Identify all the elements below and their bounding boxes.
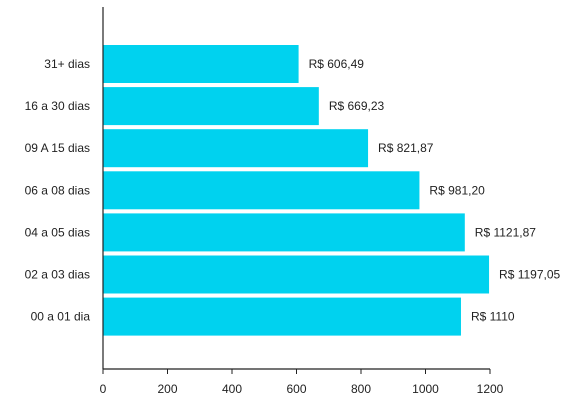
- value-label-0: R$ 606,49: [309, 57, 365, 71]
- bar-0: [103, 45, 299, 83]
- value-label-3: R$ 981,20: [429, 183, 485, 197]
- bar-5: [103, 255, 490, 294]
- x-tick-label-0: 0: [100, 382, 107, 396]
- value-label-6: R$ 1110: [471, 310, 515, 324]
- x-tick-label-2: 400: [222, 382, 242, 396]
- category-label-3: 06 a 08 dias: [25, 183, 90, 197]
- category-label-2: 09 A 15 dias: [25, 141, 90, 155]
- bar-4: [103, 213, 465, 252]
- x-tick-label-3: 600: [286, 382, 306, 396]
- x-tick-label-6: 1200: [477, 382, 504, 396]
- bar-2: [103, 129, 369, 168]
- x-tick-label-4: 800: [351, 382, 371, 396]
- value-label-5: R$ 1197,05: [499, 268, 560, 282]
- value-label-1: R$ 669,23: [329, 99, 385, 113]
- x-tick-label-5: 1000: [412, 382, 439, 396]
- bar-3: [103, 171, 420, 210]
- value-labels: R$ 606,49 R$ 669,23 R$ 821,87 R$ 981,20 R$ 1…: [309, 57, 561, 324]
- value-label-2: R$ 821,87: [378, 141, 434, 155]
- bar-1: [103, 87, 319, 126]
- x-tick-label-1: 200: [157, 382, 177, 396]
- category-label-4: 04 a 05 dias: [25, 225, 90, 239]
- category-label-6: 00 a 01 dia: [31, 310, 91, 324]
- bars-group: [103, 45, 490, 336]
- bar-6: [103, 297, 461, 336]
- category-labels: 31+ dias 16 a 30 dias 09 A 15 dias 06 a 08 …: [25, 57, 91, 324]
- category-label-1: 16 a 30 dias: [25, 99, 90, 113]
- value-label-4: R$ 1121,87: [475, 225, 536, 239]
- category-label-5: 02 a 03 dias: [25, 268, 90, 282]
- x-axis-ticks: 0 200 400 600 800 1000 1200: [100, 369, 504, 396]
- category-label-0: 31+ dias: [44, 57, 90, 71]
